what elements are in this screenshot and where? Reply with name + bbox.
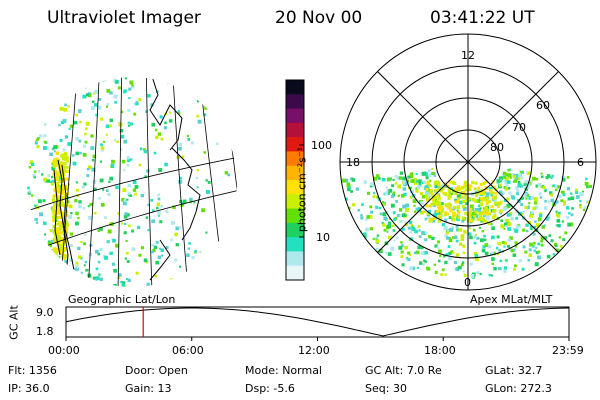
altitude-curve	[65, 307, 570, 337]
colorbar-segment	[286, 194, 304, 210]
info-glat: GLat: 32.7	[485, 364, 543, 377]
time-label: 03:41:22 UT	[430, 8, 535, 28]
altitude-ytick-low: 1.8	[36, 325, 54, 338]
info-glon: GLon: 272.3	[485, 382, 552, 395]
colorbar-segment	[286, 80, 304, 95]
time-tick-0000: 00:00	[48, 344, 80, 357]
lat-label-70: 70	[512, 121, 526, 134]
info-mode: Mode: Normal	[245, 364, 322, 377]
intensity-colorbar	[285, 79, 305, 281]
colorbar-segment	[286, 94, 304, 110]
time-tick-0600: 06:00	[172, 344, 204, 357]
colorbar-label-10: 10	[316, 231, 330, 244]
polar-grid	[339, 33, 597, 291]
colorbar-segment	[286, 151, 304, 167]
info-gain: Gain: 13	[125, 382, 172, 395]
info-door: Door: Open	[125, 364, 188, 377]
info-gc-alt: GC Alt: 7.0 Re	[365, 364, 442, 377]
info-flt: Flt: 1356	[8, 364, 57, 377]
mlt-label-0: 0	[464, 276, 471, 289]
polar-plot	[339, 33, 597, 291]
colorbar-segment	[286, 137, 304, 152]
colorbar-segment	[286, 222, 304, 238]
apex-panel-label: Apex MLat/MLT	[470, 293, 553, 306]
date-label: 20 Nov 00	[275, 8, 363, 28]
altitude-ylabel: GC Alt	[7, 305, 21, 340]
coastline	[53, 77, 237, 281]
polar-aurora-dots	[340, 167, 596, 279]
colorbar-segment	[286, 208, 304, 224]
colorbar-label-100: 100	[311, 139, 332, 152]
colorbar-segment	[286, 122, 304, 138]
mlt-label-12: 12	[461, 49, 475, 62]
mlt-label-6: 6	[577, 156, 584, 169]
colorbar-segment	[286, 237, 304, 252]
geographic-grid	[29, 77, 237, 287]
time-tick-1800: 18:00	[424, 344, 456, 357]
time-tick-2359: 23:59	[552, 344, 584, 357]
info-seq: Seq: 30	[365, 382, 407, 395]
info-dsp: Dsp: -5.6	[245, 382, 295, 395]
app-title: Ultraviolet Imager	[47, 8, 201, 28]
info-ip: IP: 36.0	[8, 382, 50, 395]
mlt-label-18: 18	[346, 156, 360, 169]
colorbar-segment	[286, 108, 304, 124]
colorbar-unit-label: photon cm⁻²s⁻¹	[295, 146, 309, 233]
altitude-ytick-high: 9.0	[36, 306, 54, 319]
lat-label-60: 60	[536, 99, 550, 112]
colorbar-segment	[286, 251, 304, 267]
time-tick-1200: 12:00	[298, 344, 330, 357]
geographic-panel-label: Geographic Lat/Lon	[68, 293, 176, 306]
lat-label-80: 80	[490, 141, 504, 154]
colorbar-segment	[286, 180, 304, 195]
altitude-plot	[65, 306, 570, 341]
colorbar-segment	[286, 265, 304, 281]
colorbar-segment	[286, 165, 304, 181]
geographic-map	[27, 77, 237, 287]
